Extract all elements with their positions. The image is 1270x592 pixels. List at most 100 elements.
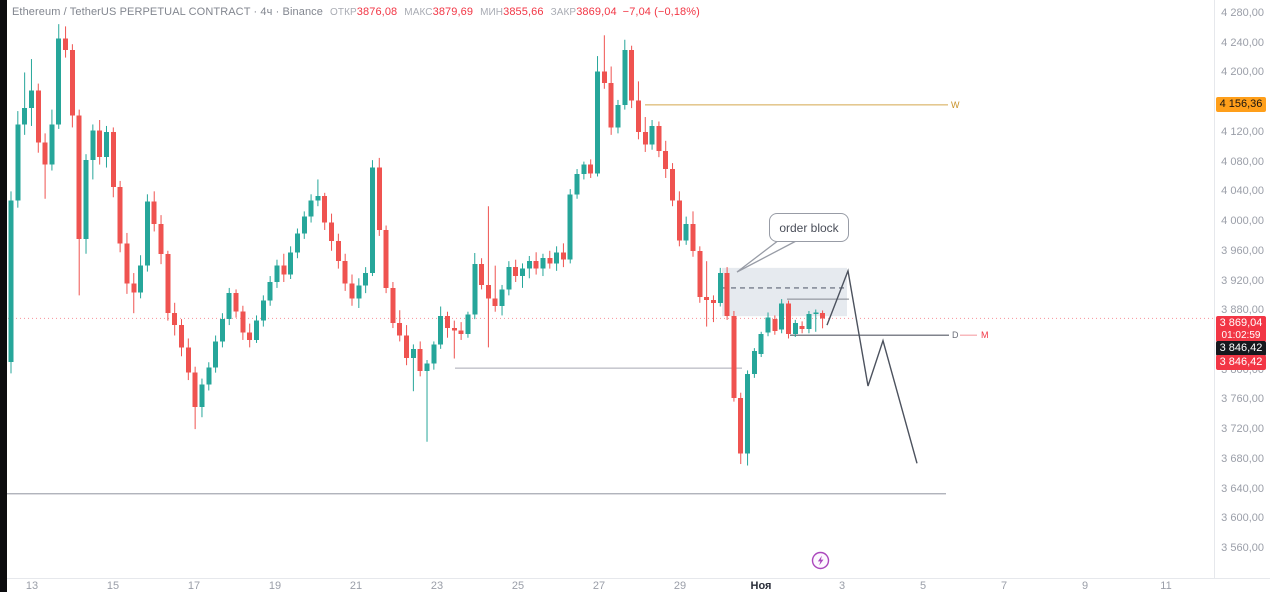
- candle-down: [697, 250, 703, 297]
- candle-down: [608, 82, 614, 128]
- time-tick-label: 11: [1160, 580, 1172, 592]
- close-value: 3869,04: [576, 6, 617, 18]
- order-block-callout[interactable]: order block: [769, 213, 849, 242]
- candle-down: [110, 131, 116, 187]
- candle-up: [288, 252, 294, 275]
- candle-down: [799, 325, 805, 329]
- candle-up: [15, 124, 21, 201]
- symbol-title[interactable]: Ethereum / TetherUS PERPETUAL CONTRACT ·…: [12, 6, 323, 18]
- candle-up: [294, 233, 300, 253]
- candle-down: [458, 330, 464, 334]
- time-tick-label: 17: [187, 580, 201, 592]
- candle-up: [144, 201, 150, 266]
- price-tick-label: 3 920,00: [1221, 274, 1264, 287]
- time-axis[interactable]: 13 15 17 19 21 23 25 27 29 Ноя 3 5 7 9 11: [0, 578, 1270, 592]
- candle-down: [635, 100, 641, 132]
- event-lightning-icon[interactable]: [811, 551, 830, 570]
- time-tick-label: 9: [1081, 580, 1089, 592]
- candle-down: [642, 131, 648, 145]
- candle-up: [219, 319, 225, 342]
- candle-up: [410, 348, 416, 358]
- price-tick-label: 4 040,00: [1221, 185, 1264, 198]
- candle-down: [42, 142, 48, 165]
- price-tick-label: 4 080,00: [1221, 155, 1264, 168]
- price-tick-label: 3 760,00: [1221, 393, 1264, 406]
- candle-down: [335, 241, 341, 262]
- candle-up: [438, 316, 444, 345]
- candle-up: [28, 90, 34, 109]
- candle-up: [813, 312, 819, 314]
- candle-down: [704, 296, 710, 300]
- daily-open-label: D: [951, 330, 960, 341]
- candle-up: [506, 267, 512, 290]
- candle-up: [465, 314, 471, 334]
- candle-down: [731, 316, 737, 398]
- candle-down: [820, 313, 826, 319]
- change-value: −7,04 (−0,18%): [622, 6, 700, 18]
- candle-down: [342, 261, 348, 284]
- candle-down: [97, 130, 103, 158]
- candle-down: [179, 325, 184, 348]
- time-tick-label: 27: [592, 580, 606, 592]
- candle-down: [390, 287, 396, 323]
- candle-down: [76, 115, 82, 239]
- candle-up: [717, 273, 723, 303]
- candle-up: [792, 322, 798, 334]
- time-tick-label: 5: [919, 580, 927, 592]
- candle-up: [315, 195, 321, 201]
- candle-up: [554, 252, 560, 264]
- time-tick-label: 15: [106, 580, 120, 592]
- candle-up: [83, 160, 89, 239]
- chart-header[interactable]: Ethereum / TetherUS PERPETUAL CONTRACT ·…: [12, 6, 700, 19]
- candle-up: [431, 344, 437, 364]
- price-tick-label: 4 240,00: [1221, 36, 1264, 49]
- monthly-open-label: M: [980, 330, 990, 341]
- time-tick-label: 23: [430, 580, 444, 592]
- candle-up: [574, 174, 580, 195]
- monthly-open-badge: 3 846,42: [1216, 355, 1266, 371]
- candle-down: [451, 328, 457, 331]
- candle-up: [363, 273, 369, 286]
- price-tick-label: 3 560,00: [1221, 542, 1264, 554]
- candle-down: [588, 164, 594, 174]
- candle-down: [772, 319, 778, 332]
- candle-down: [151, 201, 157, 225]
- candle-down: [281, 265, 287, 275]
- time-tick-label: 13: [25, 580, 39, 592]
- candle-up: [260, 300, 266, 321]
- candle-up: [8, 200, 14, 363]
- candle-up: [199, 384, 205, 407]
- candle-up: [779, 303, 785, 330]
- candle-up: [649, 125, 655, 145]
- price-axis[interactable]: 4 156,36 3 869,04 01:02:59 3 846,42 3 84…: [1214, 0, 1270, 578]
- candle-down: [513, 267, 519, 277]
- candle-up: [615, 105, 621, 128]
- candle-down: [547, 258, 553, 264]
- window-edge: [0, 0, 7, 592]
- low-value: 3855,66: [503, 6, 544, 18]
- candle-up: [206, 367, 212, 385]
- candle-down: [397, 322, 403, 336]
- weekly-open-badge: 4 156,36: [1216, 96, 1266, 112]
- high-value: 3879,69: [432, 6, 474, 18]
- candle-up: [22, 108, 28, 125]
- candle-down: [240, 311, 246, 333]
- price-tick-label: 4 000,00: [1221, 215, 1264, 228]
- candle-up: [765, 317, 771, 333]
- weekly-open-badge-text: 4 156,36: [1219, 97, 1263, 110]
- candle-up: [745, 374, 751, 454]
- price-tick-label: 3 640,00: [1221, 482, 1264, 495]
- candle-up: [581, 164, 587, 175]
- price-tick-label: 4 280,00: [1221, 7, 1264, 19]
- candle-down: [131, 283, 137, 293]
- price-tick-label: 4 120,00: [1221, 125, 1264, 138]
- candle-down: [117, 186, 123, 244]
- time-tick-label: 7: [1000, 580, 1008, 592]
- price-tick-label: 3 680,00: [1221, 452, 1264, 465]
- candle-down: [785, 303, 791, 334]
- candle-up: [356, 285, 362, 299]
- last-price-badge: 3 869,04 01:02:59: [1216, 316, 1266, 343]
- daily-open-badge-text: 3 846,42: [1219, 342, 1263, 355]
- projection-zigzag: [826, 268, 918, 464]
- candlestick-plot[interactable]: [0, 0, 1214, 578]
